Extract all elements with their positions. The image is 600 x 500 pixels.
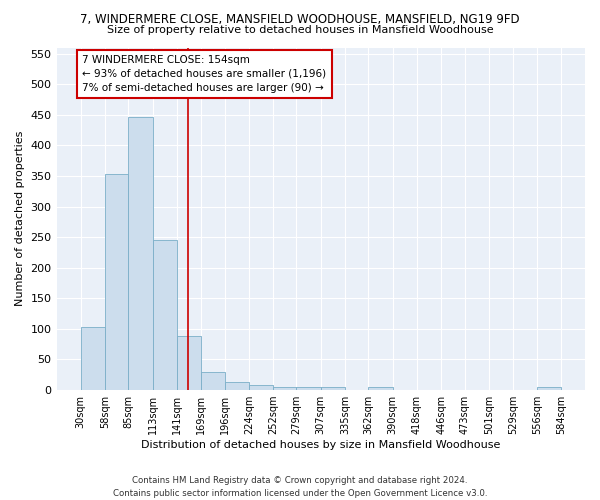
Bar (249, 384, 273, 390)
Bar (201, 372, 224, 390)
X-axis label: Distribution of detached houses by size in Mansfield Woodhouse: Distribution of detached houses by size … (141, 440, 500, 450)
Bar (152, 240, 177, 390)
Text: Contains HM Land Registry data © Crown copyright and database right 2024.
Contai: Contains HM Land Registry data © Crown c… (113, 476, 487, 498)
Bar (177, 336, 201, 390)
Text: 7, WINDERMERE CLOSE, MANSFIELD WOODHOUSE, MANSFIELD, NG19 9FD: 7, WINDERMERE CLOSE, MANSFIELD WOODHOUSE… (80, 12, 520, 26)
Bar (368, 387, 393, 390)
Bar (273, 387, 296, 390)
Bar (296, 387, 321, 390)
Y-axis label: Number of detached properties: Number of detached properties (15, 131, 25, 306)
Text: Size of property relative to detached houses in Mansfield Woodhouse: Size of property relative to detached ho… (107, 25, 493, 35)
Bar (536, 387, 561, 390)
Bar (105, 174, 128, 390)
Bar (321, 387, 345, 390)
Bar (80, 327, 105, 390)
Bar (224, 382, 249, 390)
Bar (128, 116, 152, 390)
Text: 7 WINDERMERE CLOSE: 154sqm
← 93% of detached houses are smaller (1,196)
7% of se: 7 WINDERMERE CLOSE: 154sqm ← 93% of deta… (82, 55, 326, 93)
